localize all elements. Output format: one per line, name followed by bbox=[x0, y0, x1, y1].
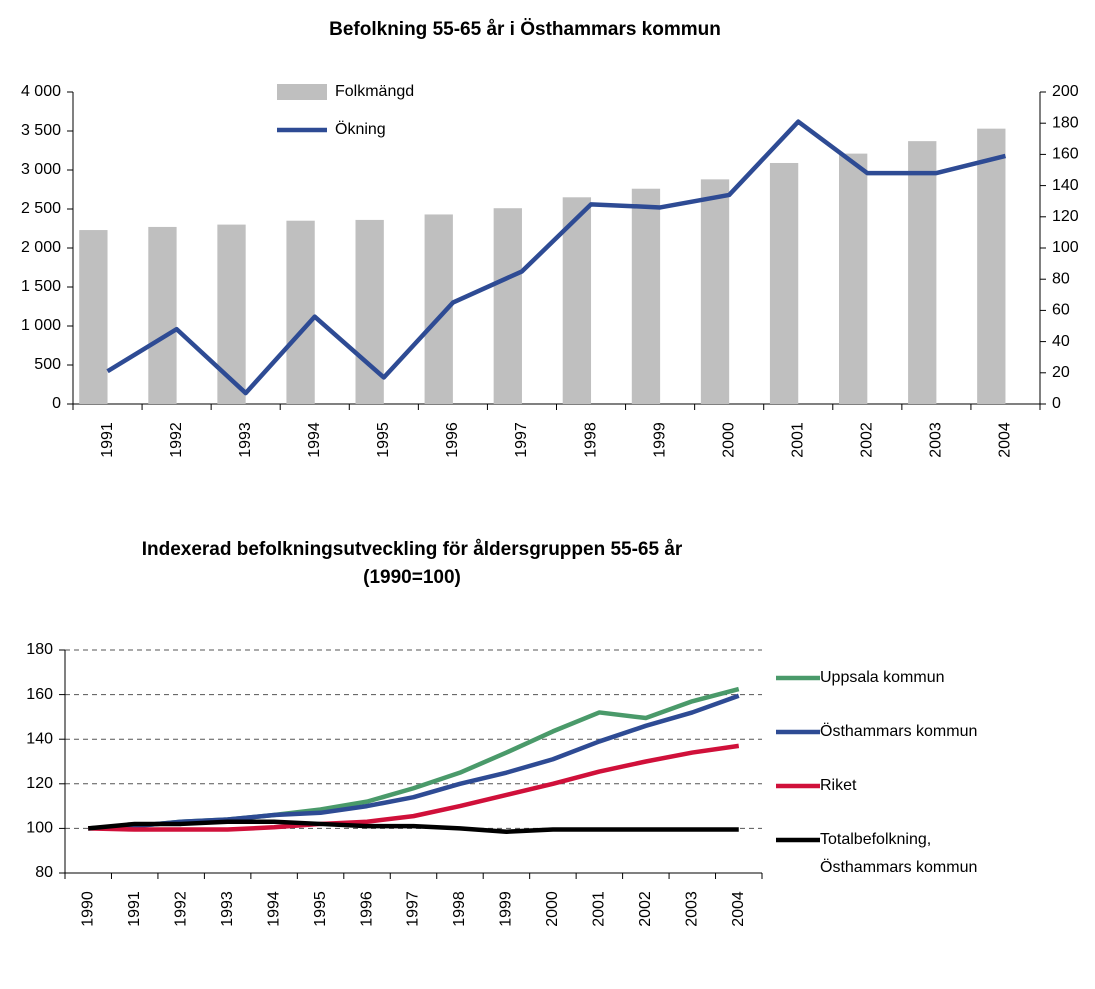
y-tick-label: 4 000 bbox=[21, 83, 61, 100]
chart: Indexerad befolkningsutveckling för ålde… bbox=[26, 539, 763, 927]
y-tick-label: 1 000 bbox=[21, 317, 61, 334]
x-tick-label: 1999 bbox=[651, 422, 668, 458]
chart-title: Befolkning 55-65 år i Östhammars kommun bbox=[329, 19, 721, 40]
bar bbox=[79, 230, 108, 404]
x-tick-label: 1999 bbox=[498, 891, 515, 927]
x-tick-label: 2003 bbox=[928, 422, 945, 458]
x-tick-label: 1994 bbox=[306, 422, 323, 458]
y2-tick-label: 60 bbox=[1052, 302, 1070, 319]
legend-item: Totalbefolkning, Östhammars kommun bbox=[820, 831, 978, 876]
x-tick-label: 2003 bbox=[684, 891, 701, 927]
y-tick-label: 0 bbox=[52, 395, 61, 412]
bar bbox=[908, 141, 937, 404]
y2-tick-label: 80 bbox=[1052, 270, 1070, 287]
x-tick-label: 1998 bbox=[582, 422, 599, 458]
legend-label: Uppsala kommun bbox=[820, 669, 945, 686]
x-tick-label: 1992 bbox=[168, 422, 185, 458]
y2-tick-label: 100 bbox=[1052, 239, 1079, 256]
y-tick-label: 120 bbox=[26, 775, 53, 792]
x-tick-label: 1997 bbox=[405, 891, 422, 927]
bar bbox=[286, 220, 315, 404]
bar bbox=[493, 208, 522, 404]
x-tick-label: 1992 bbox=[172, 891, 189, 927]
bar bbox=[769, 162, 799, 404]
bar bbox=[839, 153, 868, 404]
x-tick-label: 2002 bbox=[637, 891, 654, 927]
y2-tick-label: 160 bbox=[1052, 146, 1079, 163]
y2-tick-label: 20 bbox=[1052, 364, 1070, 381]
x-tick-label: 2002 bbox=[859, 422, 876, 458]
y-tick-label: 1 500 bbox=[21, 278, 61, 295]
bar bbox=[977, 128, 1006, 404]
bar bbox=[700, 179, 730, 404]
y2-tick-label: 140 bbox=[1052, 177, 1079, 194]
x-tick-label: 2001 bbox=[591, 891, 608, 927]
legend-label: Folkmängd bbox=[335, 83, 414, 100]
y2-tick-label: 0 bbox=[1052, 395, 1061, 412]
x-tick-label: 1996 bbox=[358, 891, 375, 927]
legend-label: Östhammars kommun bbox=[820, 723, 978, 740]
line-series bbox=[88, 686, 740, 831]
y2-tick-label: 40 bbox=[1052, 333, 1070, 350]
legend-item: Uppsala kommun bbox=[820, 669, 945, 686]
x-tick-label: 2004 bbox=[997, 422, 1014, 458]
legend-label: Ökning bbox=[335, 120, 386, 138]
x-tick-label: 1998 bbox=[451, 891, 468, 927]
line-series bbox=[88, 743, 740, 832]
y2-tick-label: 200 bbox=[1052, 83, 1079, 100]
y-tick-label: 3 000 bbox=[21, 161, 61, 178]
bar bbox=[148, 226, 177, 404]
x-tick-label: 1990 bbox=[79, 891, 96, 927]
x-tick-label: 2004 bbox=[730, 891, 747, 927]
y-tick-label: 80 bbox=[35, 864, 53, 881]
bar bbox=[631, 188, 661, 404]
x-tick-label: 1994 bbox=[265, 891, 282, 927]
x-tick-label: 1995 bbox=[312, 891, 329, 927]
x-tick-label: 2000 bbox=[544, 891, 561, 927]
y-tick-label: 3 500 bbox=[21, 122, 61, 139]
legend-label: Riket bbox=[820, 777, 857, 794]
x-tick-label: 1995 bbox=[375, 422, 392, 458]
legend-item: Östhammars kommun bbox=[820, 723, 978, 740]
chart: Befolkning 55-65 år i Östhammars kommun 0… bbox=[21, 19, 1079, 458]
bar bbox=[562, 197, 592, 404]
legend-label: Totalbefolkning, Östhammars kommun bbox=[820, 831, 978, 876]
y-tick-label: 2 000 bbox=[21, 239, 61, 256]
legend-swatch bbox=[277, 84, 327, 100]
y-tick-label: 160 bbox=[26, 686, 53, 703]
y2-tick-label: 120 bbox=[1052, 208, 1079, 225]
legend-item: Riket bbox=[820, 777, 857, 794]
y-tick-label: 2 500 bbox=[21, 200, 61, 217]
x-tick-label: 1993 bbox=[237, 422, 254, 458]
x-tick-label: 2000 bbox=[720, 422, 737, 458]
y-tick-label: 180 bbox=[26, 641, 53, 658]
y-tick-label: 140 bbox=[26, 730, 53, 747]
chart-subtitle: (1990=100) bbox=[363, 567, 461, 588]
x-tick-label: 1997 bbox=[513, 422, 530, 458]
y-tick-label: 100 bbox=[26, 820, 53, 837]
x-tick-label: 1991 bbox=[126, 891, 143, 927]
y2-tick-label: 180 bbox=[1052, 114, 1079, 131]
y-tick-label: 500 bbox=[34, 356, 61, 373]
x-tick-label: 1996 bbox=[444, 422, 461, 458]
x-tick-label: 1993 bbox=[219, 891, 236, 927]
line-series bbox=[88, 819, 739, 834]
x-tick-label: 2001 bbox=[789, 422, 806, 458]
line-series bbox=[106, 119, 1007, 396]
x-tick-label: 1991 bbox=[99, 422, 116, 458]
chart-title: Indexerad befolkningsutveckling för ålde… bbox=[142, 539, 683, 560]
